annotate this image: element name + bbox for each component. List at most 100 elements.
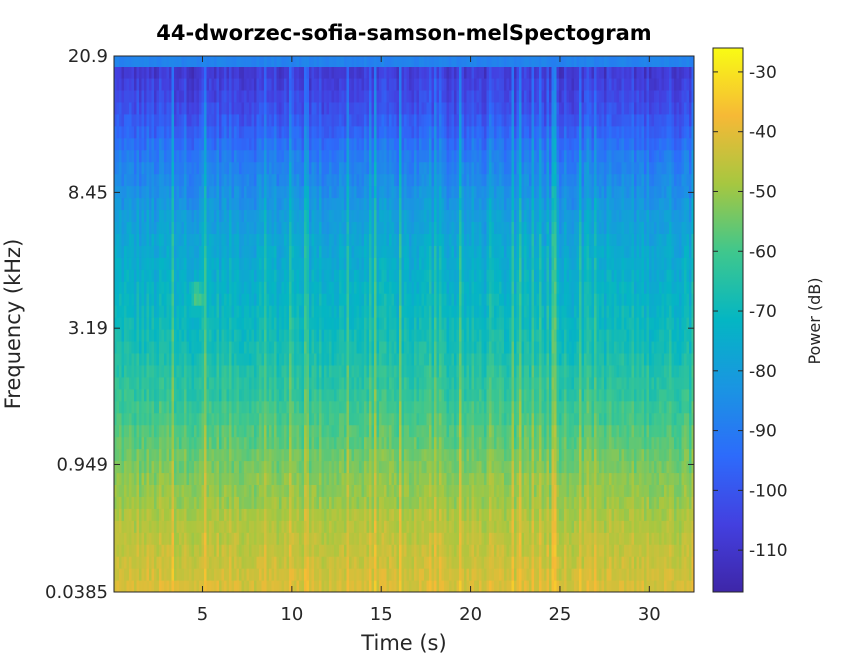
heatmap-cell xyxy=(184,412,188,426)
heatmap-cell xyxy=(291,77,295,91)
heatmap-cell xyxy=(349,293,353,306)
heatmap-cell xyxy=(381,340,385,354)
heatmap-top-band-cell xyxy=(229,56,233,67)
heatmap-cell xyxy=(319,532,323,545)
heatmap-cell xyxy=(121,532,125,545)
heatmap-cell xyxy=(301,520,305,533)
heatmap-cell xyxy=(214,544,218,557)
heatmap-cell xyxy=(334,209,338,222)
heatmap-cell xyxy=(369,113,373,127)
heatmap-cell xyxy=(211,269,215,282)
heatmap-cell xyxy=(116,185,120,199)
heatmap-cell xyxy=(364,113,368,127)
heatmap-cell xyxy=(319,233,323,246)
heatmap-cell xyxy=(281,173,285,187)
heatmap-cell xyxy=(359,197,363,211)
heatmap-cell xyxy=(299,412,303,426)
heatmap-cell xyxy=(189,125,193,139)
heatmap-cell xyxy=(309,221,313,234)
heatmap-cell xyxy=(256,568,260,581)
heatmap-cell xyxy=(166,245,170,258)
heatmap-cell xyxy=(349,245,353,258)
heatmap-cell xyxy=(124,257,128,270)
heatmap-cell xyxy=(196,364,200,378)
heatmap-cell xyxy=(219,472,223,485)
heatmap-cell xyxy=(206,556,210,569)
heatmap-cell xyxy=(361,173,365,187)
heatmap-cell xyxy=(361,340,365,354)
heatmap-cell xyxy=(261,388,265,402)
heatmap-top-band-cell xyxy=(324,56,328,67)
heatmap-cell xyxy=(191,448,195,462)
heatmap-cell xyxy=(201,221,205,234)
heatmap-cell xyxy=(231,257,235,270)
heatmap-cell xyxy=(261,233,265,246)
heatmap-cell xyxy=(179,520,183,533)
heatmap-cell xyxy=(116,257,120,270)
heatmap-cell xyxy=(274,580,278,592)
heatmap-cell xyxy=(204,556,208,569)
heatmap-cell xyxy=(156,496,160,509)
heatmap-cell xyxy=(154,233,158,246)
heatmap-cell xyxy=(279,580,283,592)
heatmap-cell xyxy=(194,484,198,497)
heatmap-cell xyxy=(141,257,145,270)
heatmap-cell xyxy=(321,532,325,545)
heatmap-cell xyxy=(241,66,245,79)
heatmap-cell xyxy=(334,77,338,91)
heatmap-cell xyxy=(254,376,258,390)
heatmap-cell xyxy=(164,544,168,557)
heatmap-cell xyxy=(251,532,255,545)
heatmap-cell xyxy=(129,424,133,438)
heatmap-cell xyxy=(259,113,263,127)
heatmap-cell xyxy=(114,556,118,569)
heatmap-cell xyxy=(114,89,118,103)
heatmap-cell xyxy=(239,400,243,414)
heatmap-cell xyxy=(196,221,200,234)
heatmap-cell xyxy=(286,113,290,127)
heatmap-cell xyxy=(306,233,310,246)
heatmap-cell xyxy=(159,317,163,330)
heatmap-cell xyxy=(146,556,150,569)
heatmap-cell xyxy=(239,233,243,246)
heatmap-cell xyxy=(381,221,385,234)
heatmap-cell xyxy=(374,233,378,246)
heatmap-cell xyxy=(219,580,223,592)
heatmap-cell xyxy=(226,293,230,306)
heatmap-cell xyxy=(369,245,373,258)
heatmap-cell xyxy=(301,281,305,294)
heatmap-cell xyxy=(201,352,205,366)
heatmap-cell xyxy=(351,185,355,199)
heatmap-cell xyxy=(234,520,238,533)
heatmap-cell xyxy=(139,460,143,474)
heatmap-cell xyxy=(191,388,195,402)
heatmap-cell xyxy=(344,269,348,282)
heatmap-cell xyxy=(276,496,280,509)
heatmap-cell xyxy=(174,436,178,450)
heatmap-cell xyxy=(319,329,323,342)
heatmap-cell xyxy=(351,568,355,581)
heatmap-cell xyxy=(376,89,380,103)
heatmap-cell xyxy=(206,496,210,509)
heatmap-cell xyxy=(371,388,375,402)
heatmap-cell xyxy=(311,532,315,545)
heatmap-cell xyxy=(341,173,345,187)
heatmap-cell xyxy=(119,508,123,521)
heatmap-cell xyxy=(301,317,305,330)
heatmap-cell xyxy=(131,89,135,103)
heatmap-cell xyxy=(314,484,318,497)
heatmap-top-band-cell xyxy=(364,56,368,67)
heatmap-cell xyxy=(289,101,293,115)
heatmap-cell xyxy=(314,66,318,79)
heatmap-cell xyxy=(196,317,200,330)
heatmap-cell xyxy=(339,544,343,557)
heatmap-cell xyxy=(224,161,228,175)
heatmap-cell xyxy=(239,317,243,330)
heatmap-cell xyxy=(276,137,280,151)
heatmap-cell xyxy=(216,400,220,414)
heatmap-cell xyxy=(209,388,213,402)
heatmap-cell xyxy=(129,376,133,390)
heatmap-cell xyxy=(336,245,340,258)
heatmap-cell xyxy=(224,305,228,318)
heatmap-cell xyxy=(379,317,383,330)
